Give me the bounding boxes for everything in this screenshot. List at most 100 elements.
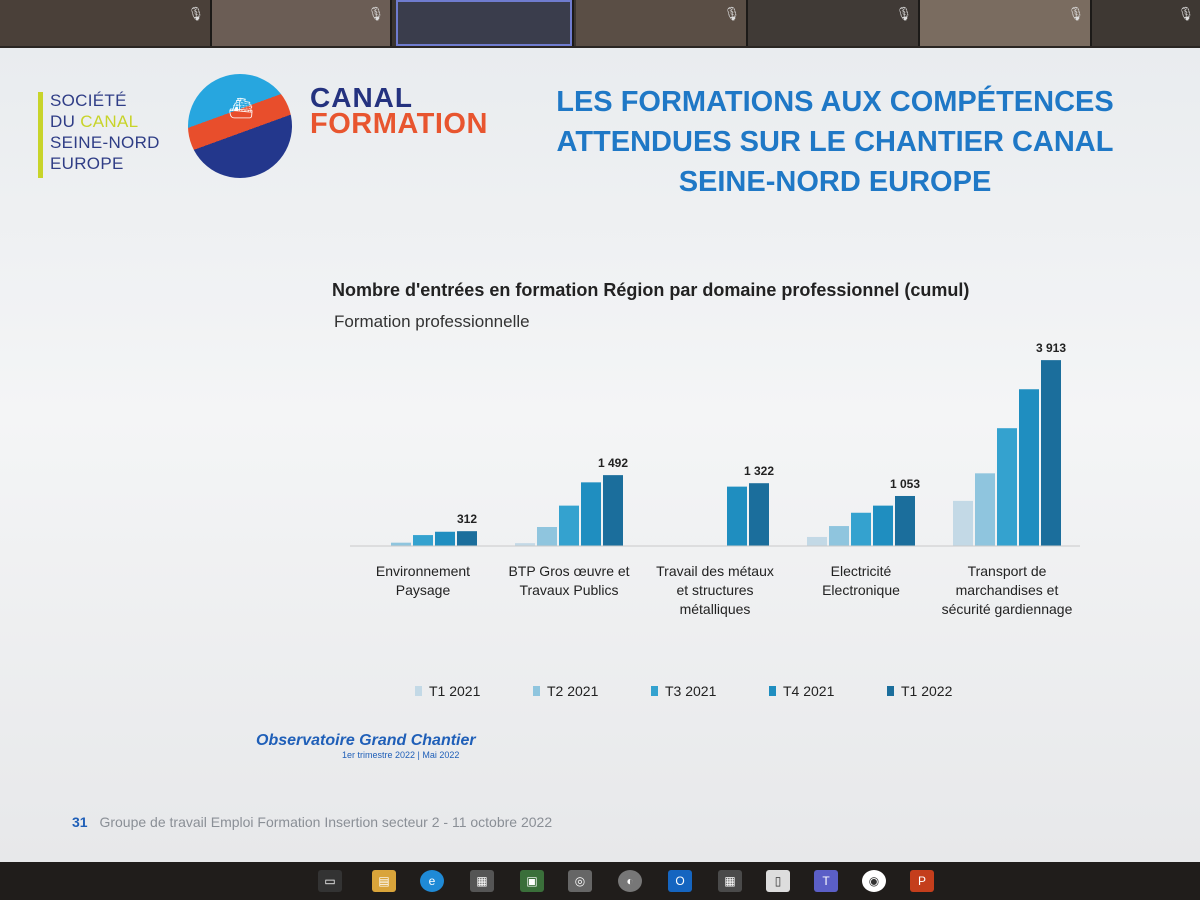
notepad-icon[interactable]: ▯ xyxy=(766,870,790,892)
bar xyxy=(559,505,579,546)
logo-line: SOCIÉTÉ xyxy=(50,91,127,110)
mic-muted-icon: 🎙 xyxy=(187,6,204,21)
app-icon[interactable]: ◐ xyxy=(618,870,642,892)
legend-label: T2 2021 xyxy=(547,683,599,699)
category-label: marchandises et xyxy=(956,582,1059,598)
brand-name-line1: CANAL xyxy=(310,82,413,113)
slide-title: LES FORMATIONS AUX COMPÉTENCES ATTENDUES… xyxy=(530,82,1140,202)
participant-tile[interactable]: 🎙 xyxy=(1092,0,1200,46)
slide-title-line: ATTENDUES SUR LE CHANTIER CANAL xyxy=(556,126,1114,158)
chrome-icon[interactable]: ◉ xyxy=(862,870,886,892)
bar xyxy=(873,505,893,546)
participant-tile-active[interactable] xyxy=(396,0,574,46)
slide-title-line: SEINE-NORD EUROPE xyxy=(678,166,992,198)
category-label: Travail des métaux xyxy=(656,563,774,579)
category-label: métalliques xyxy=(680,601,751,617)
bar xyxy=(851,512,871,546)
mic-muted-icon: 🎙 xyxy=(895,6,912,21)
bar xyxy=(1041,360,1061,546)
boat-icon: ⛴ xyxy=(228,98,254,120)
legend-swatch xyxy=(415,686,422,696)
legend-swatch xyxy=(651,686,658,696)
legend-label: T4 2021 xyxy=(783,683,835,699)
legend-swatch xyxy=(887,686,894,696)
category-label: Electronique xyxy=(822,582,900,598)
bar xyxy=(727,486,747,546)
bar xyxy=(975,473,995,546)
observatory-subtitle: 1er trimestre 2022 | Mai 2022 xyxy=(342,750,460,760)
observatory-title: Observatoire Grand Chantier xyxy=(256,732,476,749)
bar xyxy=(515,543,535,546)
logo-line: EUROPE xyxy=(50,154,124,173)
mic-muted-icon: 🎙 xyxy=(1177,6,1194,21)
windows-taskbar: ▭ ▤ e ▦ ▣ ◎ ◐ O ▦ ▯ T ◉ P xyxy=(0,862,1200,900)
bar xyxy=(807,536,827,546)
bar xyxy=(457,531,477,546)
teams-icon[interactable]: T xyxy=(814,870,838,892)
participant-tile[interactable]: 🎙 xyxy=(0,0,212,46)
category-label: sécurité gardiennage xyxy=(942,601,1073,617)
bar xyxy=(829,526,849,546)
logo-word: DU xyxy=(50,112,81,131)
legend-swatch xyxy=(769,686,776,696)
category-label: Environnement xyxy=(376,563,470,579)
data-label: 1 053 xyxy=(890,477,920,491)
calculator-icon[interactable]: ▦ xyxy=(718,870,742,892)
slide-page-number: 31 xyxy=(72,814,88,830)
bar xyxy=(895,495,915,546)
data-label: 1 322 xyxy=(744,464,774,478)
legend-swatch xyxy=(533,686,540,696)
data-label: 1 492 xyxy=(598,456,628,470)
powerpoint-icon[interactable]: P xyxy=(910,870,934,892)
bar-chart: 312 Environnement Paysage 1 492 BTP Gros œuv… xyxy=(350,341,1080,699)
video-participants-strip: 🎙 🎙 🎙 🎙 🎙 🎙 xyxy=(0,0,1200,46)
category-label: et structures xyxy=(676,582,753,598)
category-label: BTP Gros œuvre et xyxy=(508,563,629,579)
app-icon[interactable]: ◎ xyxy=(568,870,592,892)
bar xyxy=(537,527,557,546)
chart-title: Nombre d'entrées en formation Région par… xyxy=(332,280,970,300)
slide-title-line: LES FORMATIONS AUX COMPÉTENCES xyxy=(556,86,1114,118)
outlook-icon[interactable]: O xyxy=(668,870,692,892)
bar xyxy=(391,542,411,546)
chart-subtitle: Formation professionnelle xyxy=(334,312,530,331)
data-label: 312 xyxy=(457,512,477,526)
store-icon[interactable]: ▦ xyxy=(470,870,494,892)
bar xyxy=(581,482,601,546)
data-label: 3 913 xyxy=(1036,341,1066,355)
bar xyxy=(749,483,769,546)
bar xyxy=(435,531,455,546)
logo-line: DU CANAL xyxy=(50,111,160,132)
bar xyxy=(1019,389,1039,546)
participant-tile[interactable]: 🎙 xyxy=(576,0,748,46)
legend-label: T1 2022 xyxy=(901,683,953,699)
category-label: Transport de xyxy=(968,563,1047,579)
presentation-slide: SOCIÉTÉ DU CANAL SEINE-NORD EUROPE ⛴ CAN… xyxy=(0,48,1200,863)
legend-label: T3 2021 xyxy=(665,683,717,699)
bar xyxy=(603,475,623,546)
file-explorer-icon[interactable]: ▤ xyxy=(372,870,396,892)
logo-word-highlight: CANAL xyxy=(80,112,139,131)
bar xyxy=(953,500,973,546)
brand-name-line2: FORMATION xyxy=(310,108,488,140)
category-label: Travaux Publics xyxy=(519,582,618,598)
participant-tile[interactable]: 🎙 xyxy=(212,0,392,46)
category-label: Paysage xyxy=(396,582,451,598)
scsne-logo-text: SOCIÉTÉ DU CANAL SEINE-NORD EUROPE xyxy=(50,90,160,174)
participant-tile[interactable]: 🎙 xyxy=(748,0,920,46)
category-label: Electricité xyxy=(831,563,892,579)
mic-muted-icon: 🎙 xyxy=(723,6,740,21)
logo-accent-bar xyxy=(38,92,43,178)
participant-tile[interactable]: 🎙 xyxy=(920,0,1092,46)
slide-footer: 31 Groupe de travail Emploi Formation In… xyxy=(72,814,552,830)
app-icon[interactable]: ▣ xyxy=(520,870,544,892)
bar xyxy=(997,428,1017,546)
mic-muted-icon: 🎙 xyxy=(1067,6,1084,21)
task-view-icon[interactable]: ▭ xyxy=(318,870,342,892)
mic-muted-icon: 🎙 xyxy=(367,6,384,21)
canal-formation-logo-icon: ⛴ xyxy=(188,74,292,178)
legend-label: T1 2021 xyxy=(429,683,481,699)
logo-line: SEINE-NORD xyxy=(50,133,160,152)
slide-footer-text: Groupe de travail Emploi Formation Inser… xyxy=(99,814,553,830)
edge-browser-icon[interactable]: e xyxy=(420,870,444,892)
